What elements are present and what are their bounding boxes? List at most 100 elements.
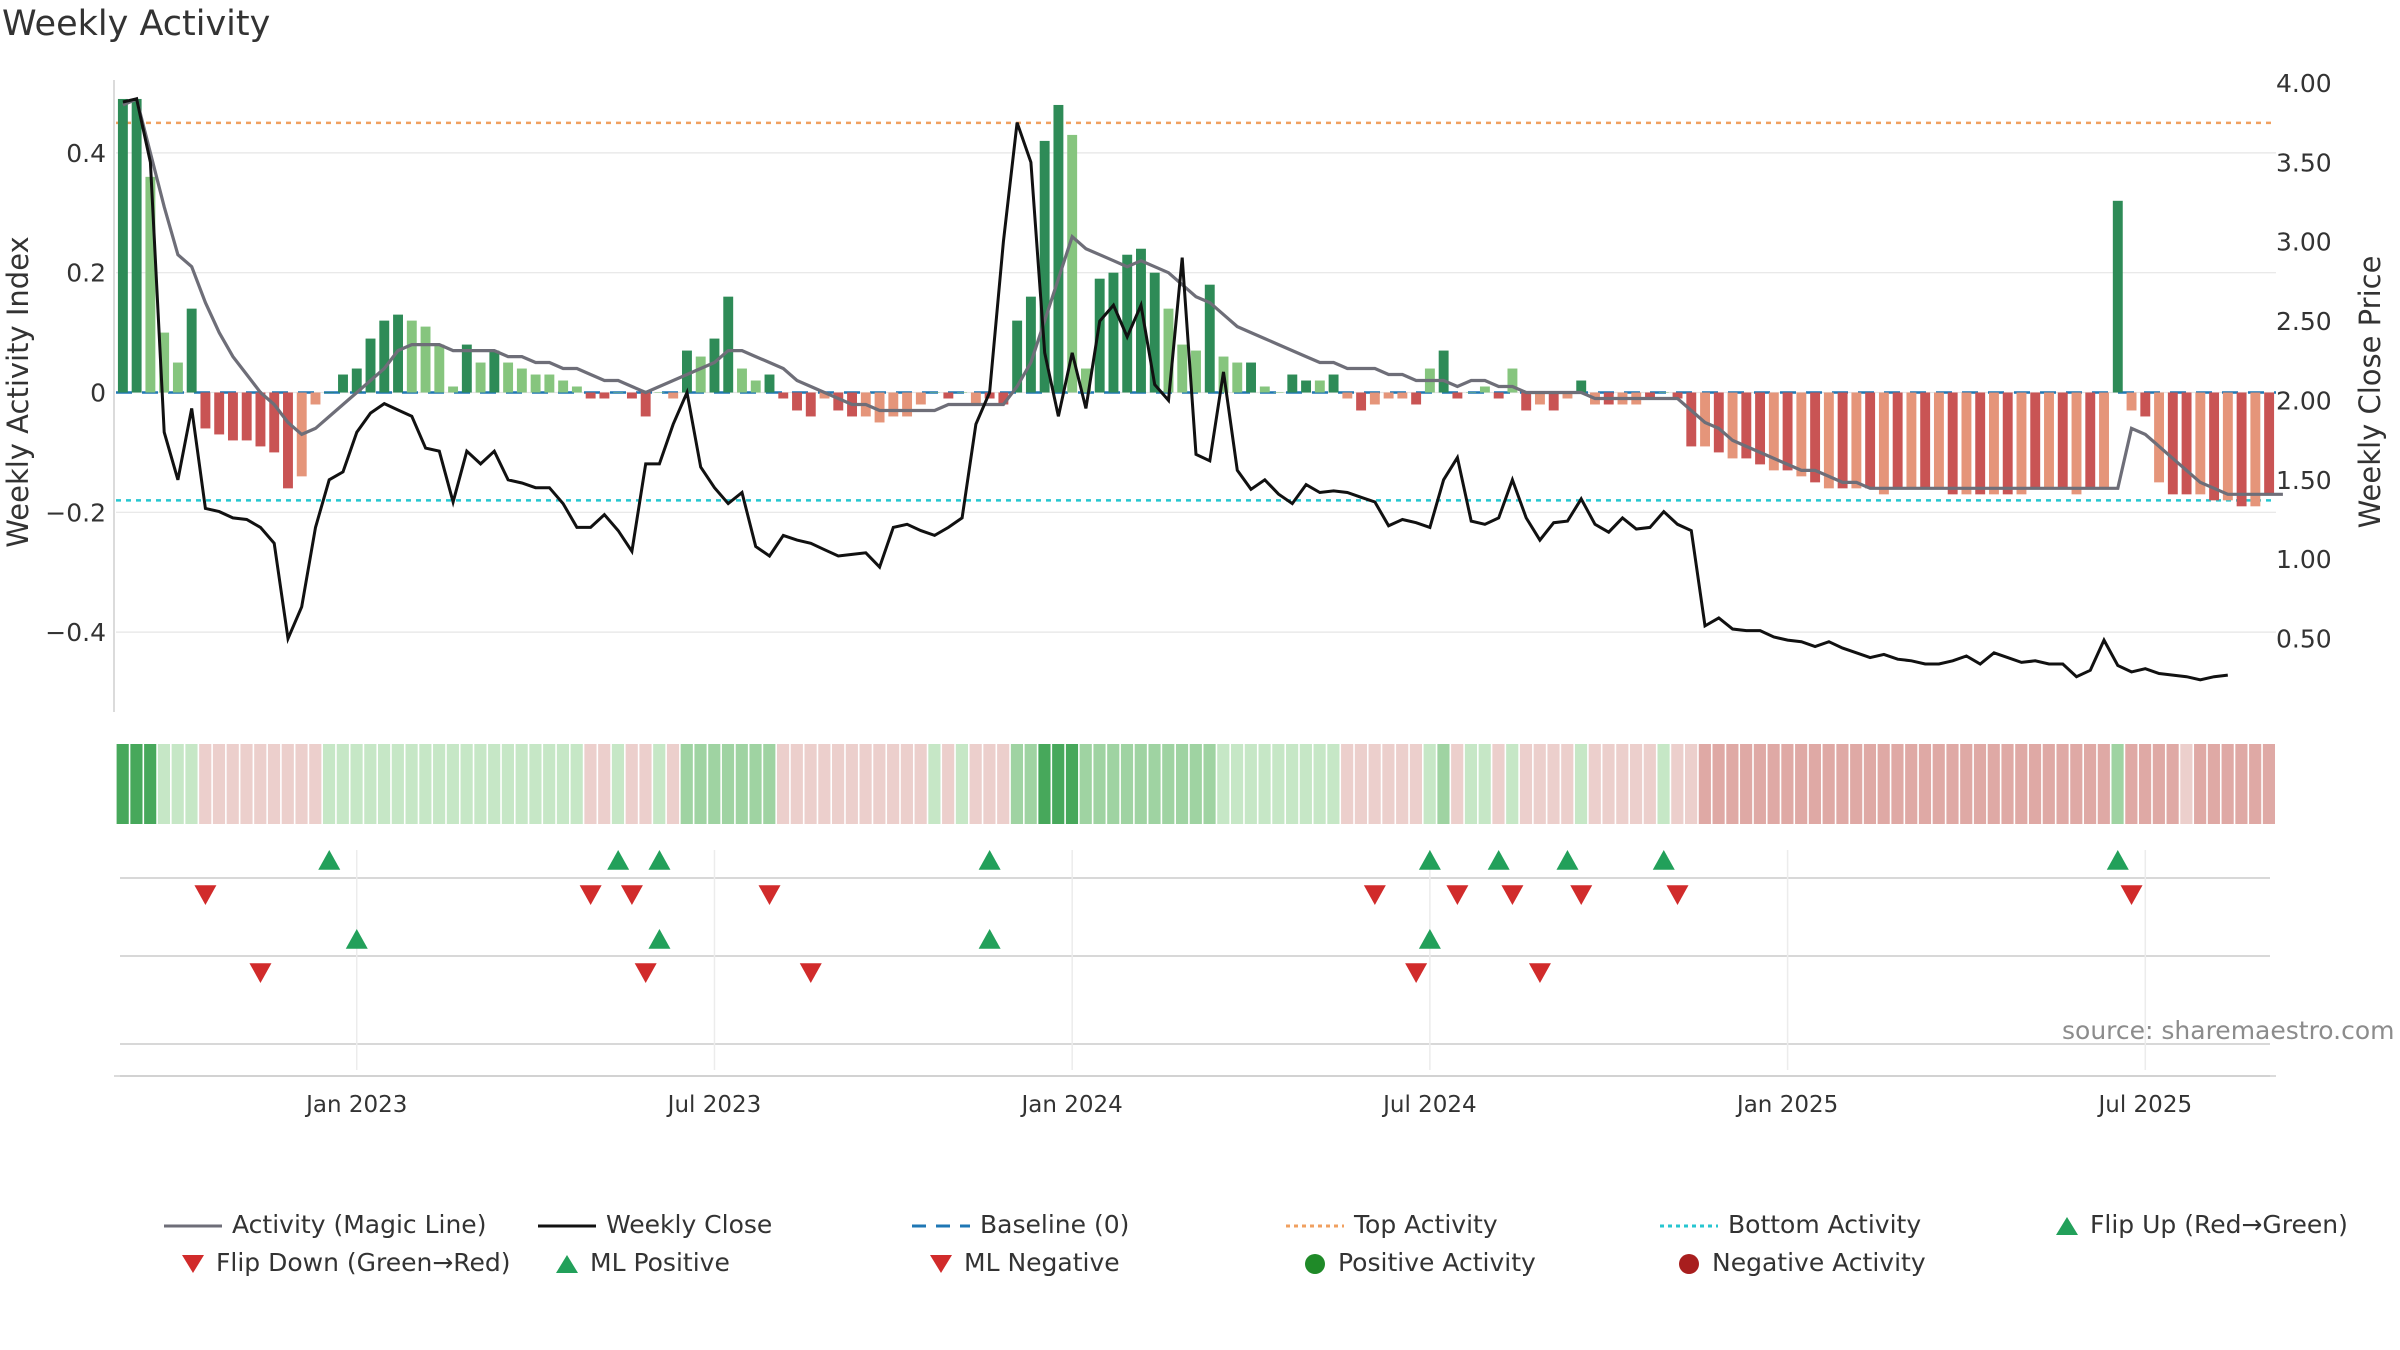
activity-bar: [1259, 386, 1270, 393]
axes: 0.4 0.2 0 −0.2 −0.4 4.00 3.50 3.00 2.50 2.00 1.50 1…: [1, 69, 2387, 1118]
activity-bar: [1177, 344, 1188, 393]
intensity-cell: [2249, 744, 2262, 824]
activity-bar: [1851, 392, 1862, 489]
intensity-cell: [1368, 744, 1381, 824]
activity-bar: [365, 338, 376, 393]
intensity-cell: [1698, 744, 1711, 824]
x-tick-label: Jan 2023: [304, 1092, 407, 1118]
activity-bar: [2181, 392, 2192, 495]
activity-bar: [448, 386, 459, 393]
ml-positive-marker: [648, 929, 671, 949]
activity-bar: [1287, 374, 1298, 393]
flip-up-marker: [1418, 850, 1441, 870]
intensity-cell: [2111, 744, 2124, 824]
activity-bar: [558, 380, 569, 393]
legend-label: Flip Up (Red→Green): [2090, 1210, 2348, 1239]
chart-title: Weekly Activity: [2, 4, 271, 44]
right-tick-label: 1.50: [2276, 466, 2332, 495]
intensity-cell: [928, 744, 941, 824]
flip-down-marker: [2120, 885, 2143, 905]
intensity-cell: [1478, 744, 1491, 824]
intensity-cell: [2056, 744, 2069, 824]
ml-negative-marker: [1528, 963, 1551, 983]
right-tick-label: 0.50: [2276, 625, 2332, 654]
activity-bar: [902, 392, 913, 417]
activity-bar: [1301, 380, 1312, 393]
activity-bar: [2085, 392, 2096, 489]
intensity-cell: [1561, 744, 1574, 824]
intensity-cell: [529, 744, 542, 824]
intensity-cell: [694, 744, 707, 824]
activity-bar: [1314, 380, 1325, 393]
activity-bar: [1012, 320, 1023, 393]
x-tick-label: Jul 2023: [666, 1092, 762, 1118]
flip-down-marker: [1446, 885, 1469, 905]
activity-bar: [186, 308, 197, 393]
intensity-cell: [1863, 744, 1877, 824]
activity-bar: [1039, 140, 1050, 393]
intensity-cell: [212, 744, 226, 824]
legend-item: Negative Activity: [1674, 1248, 1926, 1277]
intensity-cell: [845, 744, 858, 824]
ml-positive-marker: [1418, 929, 1441, 949]
intensity-cell: [1217, 744, 1230, 824]
intensity-cell: [1671, 744, 1684, 824]
activity-bar: [2140, 392, 2151, 417]
intensity-cell: [790, 744, 803, 824]
intensity-cell: [378, 744, 391, 824]
intensity-cell: [1258, 744, 1271, 824]
left-tick-label: −0.2: [45, 498, 106, 527]
intensity-cell: [1726, 744, 1739, 824]
legend-label: Bottom Activity: [1728, 1210, 1922, 1239]
legend-item: Weekly Close: [536, 1210, 772, 1239]
activity-bar: [2002, 392, 2013, 495]
intensity-cell: [556, 744, 570, 824]
activity-bar: [461, 344, 472, 393]
activity-bar: [393, 314, 403, 393]
intensity-cell: [240, 744, 253, 824]
activity-bar: [1920, 392, 1931, 489]
intensity-cell: [2152, 744, 2165, 824]
intensity-cell: [1973, 744, 1987, 824]
activity-bar: [805, 392, 816, 417]
activity-bar: [420, 326, 431, 393]
activity-bar: [503, 362, 514, 393]
intensity-cell: [515, 744, 528, 824]
intensity-cell: [1602, 744, 1615, 824]
activity-bar: [1452, 392, 1463, 399]
legend-label: Baseline (0): [980, 1210, 1130, 1239]
intensity-cell: [2180, 744, 2193, 824]
activity-bar: [1025, 296, 1036, 393]
legend-label: ML Negative: [964, 1248, 1120, 1277]
intensity-cell: [1960, 744, 1973, 824]
intensity-cell: [1423, 744, 1436, 824]
weekly-close-line: [122, 96, 2228, 682]
intensity-cell: [1519, 744, 1533, 824]
activity-bar: [172, 362, 183, 393]
intensity-cell: [832, 744, 845, 824]
activity-bar: [1713, 392, 1724, 453]
intensity-cell: [1354, 744, 1367, 824]
intensity-cell: [804, 744, 817, 824]
intensity-cell: [763, 744, 776, 824]
activity-bar: [1232, 362, 1243, 393]
intensity-cell: [735, 744, 748, 824]
intensity-cell: [2207, 744, 2220, 824]
intensity-cell: [350, 744, 363, 824]
intensity-cell: [1299, 744, 1312, 824]
intensity-cell: [130, 744, 143, 824]
activity-bar: [2236, 392, 2247, 507]
flip-up-marker: [648, 850, 671, 870]
intensity-cell: [1712, 744, 1725, 824]
flip-down-marker: [194, 885, 217, 905]
intensity-cell: [322, 744, 336, 824]
intensity-cell: [1327, 744, 1340, 824]
intensity-cell: [1382, 744, 1395, 824]
activity-bar: [1067, 134, 1078, 393]
intensity-cell: [144, 744, 157, 824]
activity-bar: [1397, 392, 1408, 399]
right-tick-label: 2.00: [2276, 386, 2332, 415]
intensity-cell: [1767, 744, 1780, 824]
intensity-cell: [2262, 744, 2275, 824]
activity-bar: [269, 392, 280, 453]
